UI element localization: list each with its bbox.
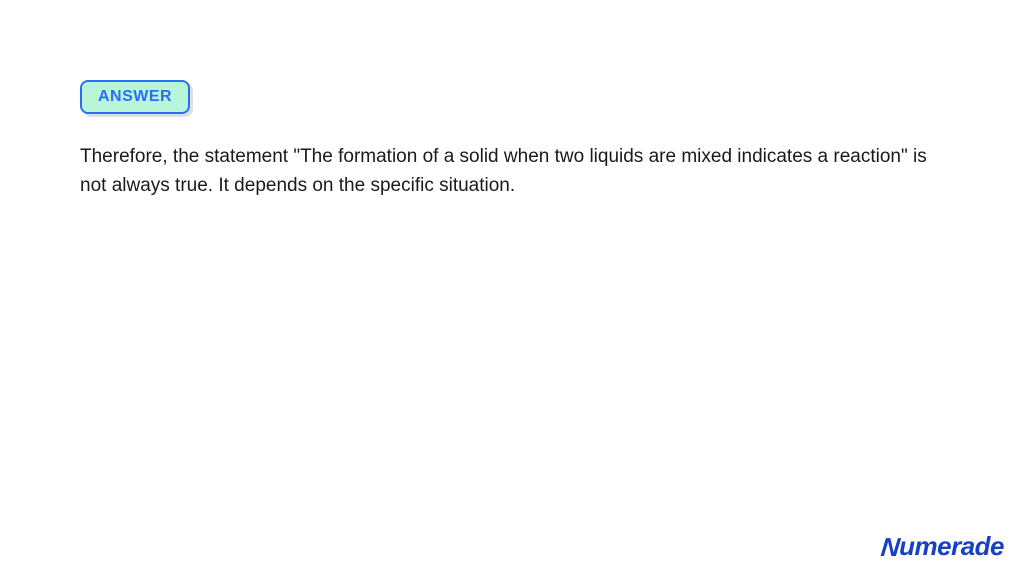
logo-glyph: N [879,532,901,563]
page-root: ANSWER Therefore, the statement "The for… [0,0,1024,576]
numerade-logo: Numerade [881,531,1004,562]
answer-body-text: Therefore, the statement "The formation … [80,142,944,201]
answer-badge: ANSWER [80,80,190,114]
logo-text: umerade [899,531,1004,561]
